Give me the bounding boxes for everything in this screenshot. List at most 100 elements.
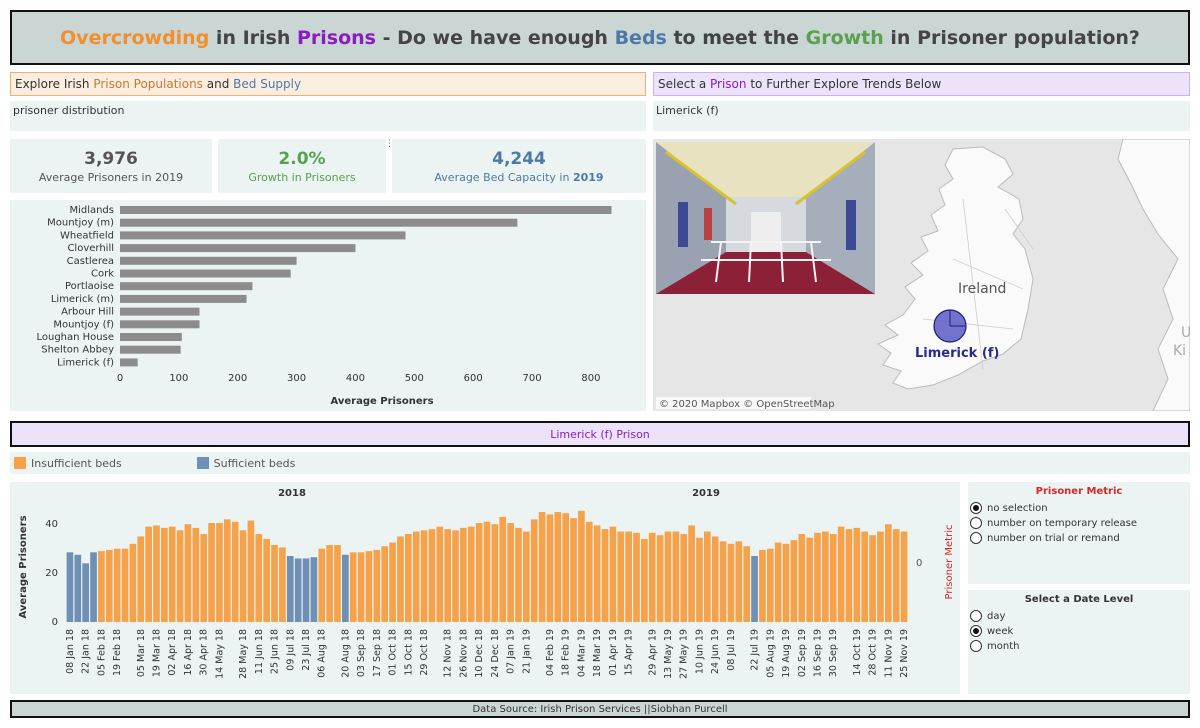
week-bar[interactable] — [216, 523, 223, 622]
hbar[interactable] — [120, 244, 356, 253]
hbar[interactable] — [120, 307, 200, 316]
hbar[interactable] — [120, 345, 181, 354]
week-bar[interactable] — [774, 542, 782, 622]
week-bar[interactable] — [121, 548, 129, 622]
week-bar[interactable] — [412, 531, 420, 622]
week-bar[interactable] — [208, 523, 215, 622]
legend-sufficient[interactable]: Sufficient beds — [196, 457, 295, 470]
hbar[interactable] — [120, 333, 182, 341]
week-bar[interactable] — [499, 516, 507, 622]
week-bar[interactable] — [829, 534, 837, 622]
week-bar[interactable] — [585, 521, 593, 622]
week-bar[interactable] — [648, 532, 656, 622]
week-bar[interactable] — [822, 531, 829, 622]
week-bar[interactable] — [491, 524, 499, 622]
week-bar[interactable] — [349, 552, 357, 622]
week-bar[interactable] — [617, 531, 625, 622]
week-bar[interactable] — [814, 532, 821, 622]
week-bar[interactable] — [806, 537, 813, 622]
week-bar[interactable] — [735, 541, 743, 622]
week-bar[interactable] — [98, 551, 105, 622]
legend-insufficient[interactable]: Insufficient beds — [14, 457, 122, 470]
week-bar[interactable] — [279, 547, 286, 622]
week-bar[interactable] — [790, 540, 798, 622]
week-bar[interactable] — [444, 529, 451, 622]
week-bar[interactable] — [161, 527, 168, 622]
week-bar[interactable] — [538, 512, 546, 622]
hbar[interactable] — [120, 231, 406, 240]
week-bar[interactable] — [680, 534, 688, 622]
week-bar[interactable] — [326, 545, 333, 622]
prisoner-metric-option[interactable]: number on trial or remand — [970, 531, 1190, 545]
week-bar[interactable] — [672, 531, 680, 622]
week-bar[interactable] — [129, 543, 137, 622]
week-bar[interactable] — [609, 526, 617, 622]
week-bar[interactable] — [145, 526, 152, 622]
week-bar[interactable] — [105, 549, 113, 622]
week-bar[interactable] — [334, 545, 341, 622]
week-bar[interactable] — [704, 531, 711, 622]
week-bar[interactable] — [656, 535, 664, 622]
week-bar[interactable] — [373, 549, 381, 622]
week-bar[interactable] — [263, 538, 270, 622]
week-bar[interactable] — [168, 526, 176, 622]
week-bar[interactable] — [389, 542, 396, 622]
date-level-radio[interactable] — [970, 640, 982, 652]
week-bar[interactable] — [231, 521, 239, 622]
hbar[interactable] — [120, 294, 247, 303]
week-bar[interactable] — [365, 551, 373, 622]
ireland-map[interactable]: Ireland Limerick (f) U Ki © 2020 Mapbox … — [653, 139, 1190, 411]
week-bar[interactable] — [436, 526, 444, 622]
week-bar[interactable] — [483, 521, 491, 622]
week-bar[interactable] — [318, 548, 326, 622]
week-bar[interactable] — [562, 513, 570, 622]
hbar[interactable] — [120, 282, 253, 291]
week-bar[interactable] — [578, 510, 585, 622]
date-level-radio[interactable] — [970, 610, 982, 622]
week-bar[interactable] — [475, 523, 483, 622]
week-bar[interactable] — [342, 554, 349, 622]
week-bar[interactable] — [247, 520, 255, 622]
week-bar[interactable] — [428, 529, 436, 622]
prisoner-metric-radio[interactable] — [970, 532, 982, 544]
week-bar[interactable] — [515, 527, 522, 622]
week-bar[interactable] — [877, 531, 884, 622]
week-bar[interactable] — [397, 536, 404, 622]
hbar[interactable] — [120, 358, 138, 367]
prisoner-metric-radio[interactable] — [970, 517, 982, 529]
week-bar[interactable] — [601, 529, 609, 622]
week-bar[interactable] — [184, 524, 192, 622]
date-level-option[interactable]: day — [970, 609, 1190, 623]
week-bar[interactable] — [688, 525, 695, 622]
more-options-icon[interactable]: ⋮ — [385, 139, 394, 149]
week-bar[interactable] — [192, 527, 200, 622]
week-bar[interactable] — [420, 530, 428, 622]
week-bar[interactable] — [467, 526, 475, 622]
date-level-option[interactable]: month — [970, 639, 1190, 653]
week-bar[interactable] — [82, 563, 90, 622]
week-bar[interactable] — [759, 549, 766, 622]
week-bar[interactable] — [625, 531, 632, 622]
week-bar[interactable] — [530, 519, 538, 622]
hbar[interactable] — [120, 206, 612, 214]
week-bar[interactable] — [404, 534, 412, 622]
week-bar[interactable] — [381, 546, 389, 622]
week-bar[interactable] — [460, 527, 467, 622]
week-bar[interactable] — [507, 523, 514, 622]
week-bar[interactable] — [696, 537, 703, 622]
hbar[interactable] — [120, 256, 297, 265]
week-bar[interactable] — [286, 556, 294, 622]
week-bar[interactable] — [66, 552, 74, 622]
week-bar[interactable] — [837, 526, 845, 622]
prisoner-metric-radio[interactable] — [970, 502, 982, 514]
week-bar[interactable] — [546, 514, 554, 622]
week-bar[interactable] — [593, 525, 601, 622]
week-bar[interactable] — [861, 531, 869, 622]
week-bar[interactable] — [153, 525, 160, 622]
week-bar[interactable] — [74, 554, 82, 622]
date-level-radio[interactable] — [970, 625, 982, 637]
week-bar[interactable] — [271, 545, 278, 622]
week-bar[interactable] — [782, 543, 790, 622]
week-bar[interactable] — [633, 532, 640, 622]
week-bar[interactable] — [294, 558, 302, 622]
